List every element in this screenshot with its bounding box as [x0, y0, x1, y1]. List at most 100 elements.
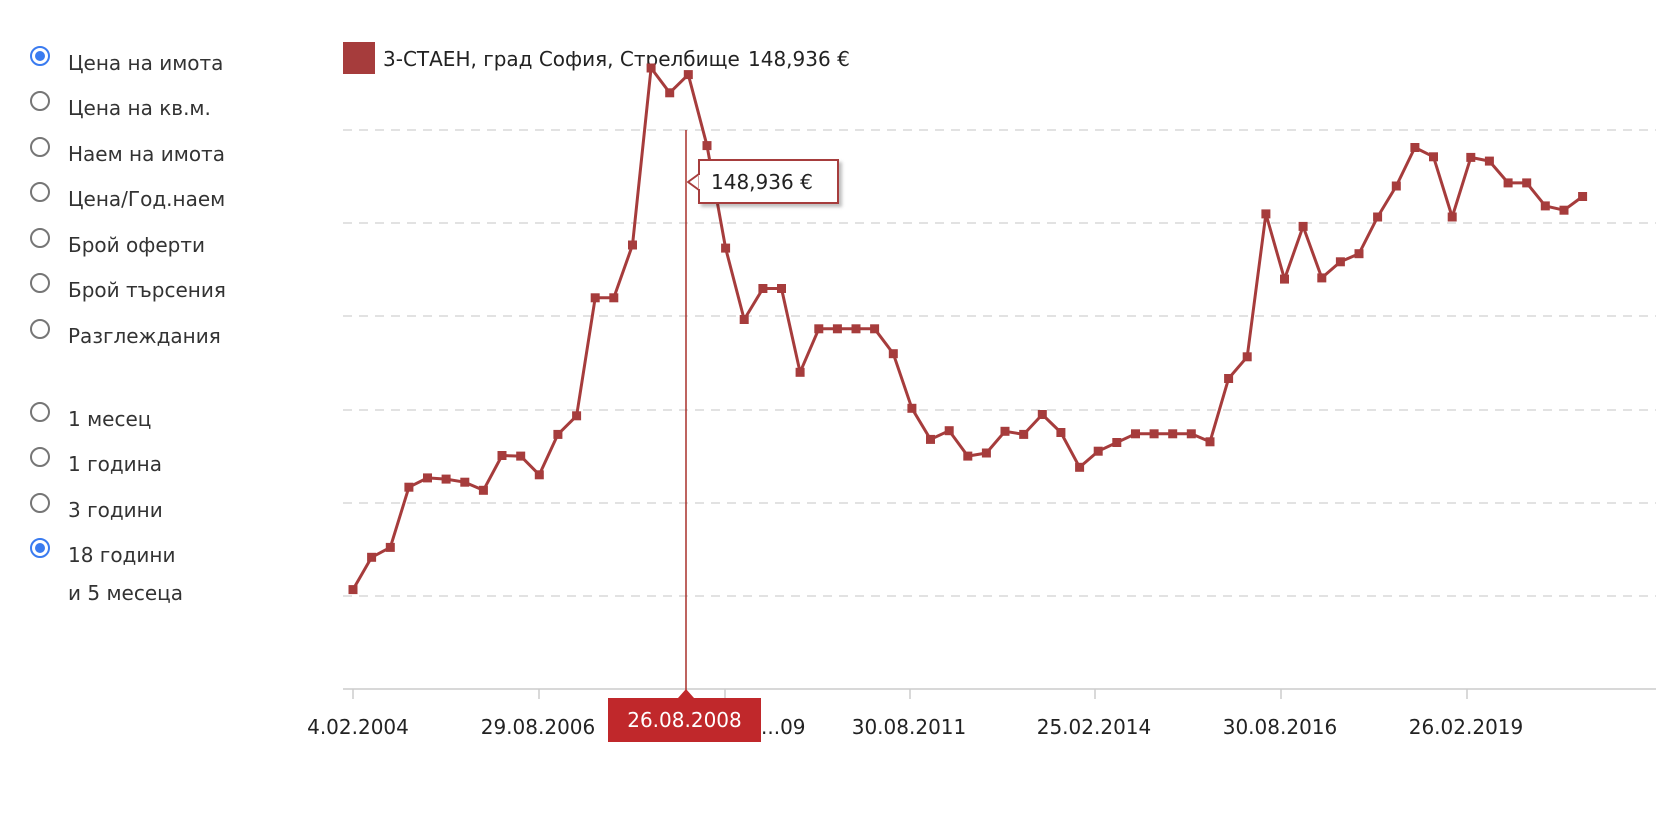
data-point-marker[interactable] [1484, 156, 1494, 166]
radio-views-label: Разглеждания [68, 324, 221, 348]
radio-price-label: Цена на имота [68, 51, 224, 75]
data-point-marker[interactable] [739, 315, 749, 324]
data-point-marker[interactable] [1093, 446, 1103, 456]
data-point-marker[interactable] [944, 426, 954, 436]
data-point-marker[interactable] [423, 473, 432, 483]
data-point-marker[interactable] [1205, 437, 1215, 447]
data-point-marker[interactable] [516, 451, 526, 461]
data-point-marker[interactable] [1522, 178, 1532, 188]
x-tick-label: 4.02.2004 [307, 715, 409, 739]
data-point-marker[interactable] [683, 70, 693, 80]
data-point-marker[interactable] [1447, 212, 1457, 222]
data-point-marker[interactable] [963, 451, 973, 461]
legend-color-swatch [343, 42, 375, 74]
data-point-marker[interactable] [926, 434, 935, 444]
data-point-marker[interactable] [1242, 352, 1252, 362]
data-point-marker[interactable] [1131, 429, 1140, 439]
data-point-marker[interactable] [665, 88, 675, 98]
data-point-marker[interactable] [348, 585, 358, 595]
data-point-marker[interactable] [553, 429, 563, 439]
data-point-marker[interactable] [870, 324, 880, 334]
x-tick-label: 30.08.2016 [1223, 715, 1338, 739]
radio-price-to-rent-circle[interactable] [30, 182, 50, 202]
data-point-marker[interactable] [1335, 257, 1345, 267]
data-point-marker[interactable] [367, 552, 377, 562]
data-point-marker[interactable] [1224, 374, 1234, 383]
data-point-marker[interactable] [1186, 429, 1196, 439]
data-point-marker[interactable] [777, 284, 786, 293]
date-badge-text: 26.08.2008 [627, 708, 742, 732]
data-point-marker[interactable] [534, 470, 544, 480]
radio-searches-count-circle[interactable] [30, 273, 50, 293]
data-point-marker[interactable] [1037, 410, 1047, 419]
data-point-marker[interactable] [1317, 273, 1327, 283]
data-point-marker[interactable] [1149, 429, 1159, 439]
data-point-marker[interactable] [1000, 426, 1010, 436]
date-badge-box [608, 698, 761, 742]
data-point-marker[interactable] [851, 324, 861, 334]
data-point-marker[interactable] [460, 477, 470, 487]
data-point-marker[interactable] [1168, 429, 1178, 439]
data-point-marker[interactable] [832, 324, 842, 334]
radio-price-per-sqm-circle[interactable] [30, 91, 50, 111]
data-point-marker[interactable] [1540, 201, 1550, 211]
data-point-marker[interactable] [628, 240, 637, 250]
data-point-marker[interactable] [758, 284, 768, 293]
data-point-marker[interactable] [385, 542, 395, 552]
data-point-marker[interactable] [646, 63, 656, 73]
tooltip-pointer [687, 173, 700, 191]
tooltip: 148,936 € [687, 159, 839, 204]
tooltip-value: 148,936 € [711, 170, 813, 194]
data-point-marker[interactable] [1559, 205, 1569, 215]
radio-period-all-circle[interactable] [30, 538, 50, 558]
data-point-marker[interactable] [1261, 209, 1271, 219]
data-point-marker[interactable] [1112, 438, 1122, 447]
radio-views-circle[interactable] [30, 319, 50, 339]
data-point-marker[interactable] [981, 448, 991, 458]
data-point-marker[interactable] [1503, 178, 1513, 188]
data-point-marker[interactable] [702, 141, 712, 151]
grid-lines [343, 129, 1656, 597]
radio-period-3-years-circle[interactable] [30, 493, 50, 513]
series-markers [348, 63, 1588, 595]
data-point-marker[interactable] [441, 474, 451, 484]
data-point-marker[interactable] [1429, 152, 1438, 162]
data-point-marker[interactable] [478, 485, 488, 495]
data-point-marker[interactable] [888, 349, 898, 359]
radio-price-to-rent-label: Цена/Год.наем [68, 187, 226, 211]
data-point-marker[interactable] [404, 482, 414, 492]
radio-rent-circle[interactable] [30, 137, 50, 157]
legend-series-value: 148,936 € [748, 47, 850, 71]
data-point-marker[interactable] [609, 293, 619, 303]
data-point-marker[interactable] [1373, 212, 1383, 222]
data-point-marker[interactable] [721, 243, 731, 253]
data-point-marker[interactable] [1075, 462, 1085, 472]
tooltip-box [698, 159, 839, 204]
data-point-marker[interactable] [1391, 181, 1401, 191]
radio-offers-count-circle[interactable] [30, 228, 50, 248]
radio-period-1-month-label: 1 месец [68, 407, 152, 431]
data-point-marker[interactable] [1410, 143, 1420, 152]
data-point-marker[interactable] [497, 451, 507, 460]
data-point-marker[interactable] [1578, 192, 1588, 201]
data-point-marker[interactable] [1056, 428, 1066, 437]
data-point-marker[interactable] [590, 293, 600, 303]
radio-period-3-years-label: 3 години [68, 498, 163, 522]
data-point-marker[interactable] [814, 324, 824, 334]
radio-price-circle[interactable] [30, 46, 50, 66]
data-point-marker[interactable] [907, 403, 917, 413]
data-point-marker[interactable] [1298, 221, 1308, 231]
series-line[interactable] [351, 66, 1584, 591]
x-tick-label: 29.08.2006 [481, 715, 596, 739]
data-point-marker[interactable] [795, 367, 805, 377]
data-point-marker[interactable] [572, 411, 582, 421]
data-point-marker[interactable] [1280, 274, 1289, 284]
data-point-marker[interactable] [1019, 429, 1029, 439]
radio-period-1-month-circle[interactable] [30, 402, 50, 422]
legend-series-name: 3-СТАЕН, град София, Стрелбище [383, 47, 740, 71]
data-point-marker[interactable] [1466, 152, 1476, 162]
data-point-marker[interactable] [1354, 249, 1364, 259]
radio-period-1-year-circle[interactable] [30, 447, 50, 467]
x-axis-labels: 4.02.2004 29.08.2006 ...09 30.08.2011 25… [307, 715, 1523, 739]
